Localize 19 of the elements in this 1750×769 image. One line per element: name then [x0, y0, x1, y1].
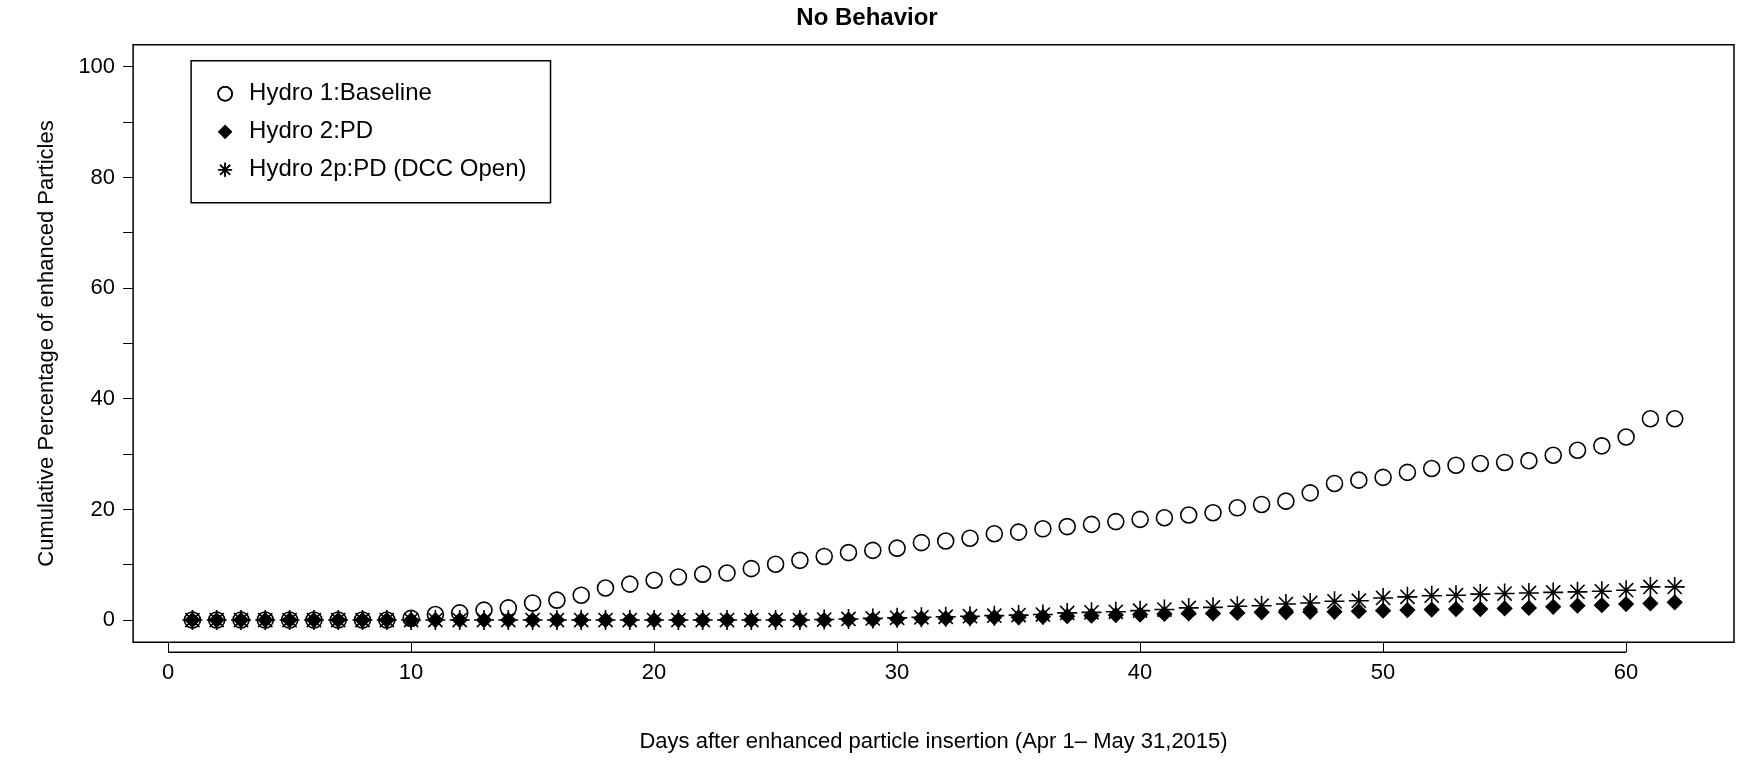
- x-tick-label: 60: [1613, 659, 1639, 685]
- y-tick-label: 60: [90, 274, 116, 300]
- x-tick-label: 0: [161, 659, 175, 685]
- y-axis-title: Cumulative Percentage of enhanced Particles: [33, 120, 59, 567]
- y-tick-label: 40: [90, 384, 116, 410]
- x-axis-title: Days after enhanced particle insertion (Apr 1– May 31,2015): [639, 727, 1228, 753]
- x-tick-label: 10: [398, 659, 424, 685]
- chart-title: No Behavior: [796, 3, 938, 31]
- y-tick-label: 0: [102, 606, 116, 632]
- x-tick-label: 20: [641, 659, 667, 685]
- x-tick-label: 50: [1370, 659, 1396, 685]
- x-tick-label: 40: [1127, 659, 1153, 685]
- x-tick-label: 30: [884, 659, 910, 685]
- legend-label: Hydro 2p:PD (DCC Open): [249, 154, 527, 182]
- y-tick-label: 20: [90, 495, 116, 521]
- legend-label: Hydro 1:Baseline: [249, 78, 432, 106]
- y-tick-label: 100: [78, 52, 116, 78]
- legend-label: Hydro 2:PD: [249, 116, 374, 144]
- y-tick-label: 80: [90, 163, 116, 189]
